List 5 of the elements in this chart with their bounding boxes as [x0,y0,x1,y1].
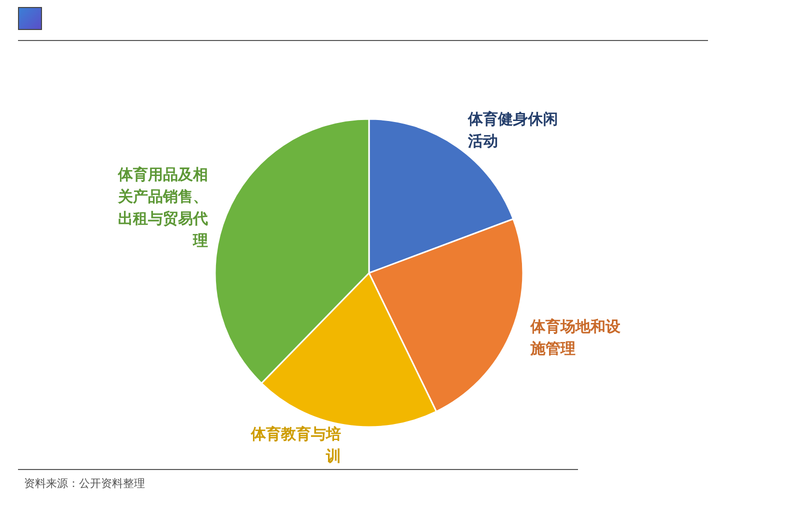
slice-label: 体育教育与培训 [250,424,342,465]
slice-label: 体育健身休闲活动 [467,110,558,150]
slice-label: 体育场地和设施管理 [530,318,622,358]
slice-label: 体育用品及相关产品销售、出租与贸易代理 [116,165,208,250]
text: 资料来源：公开资料整理 [24,476,145,491]
